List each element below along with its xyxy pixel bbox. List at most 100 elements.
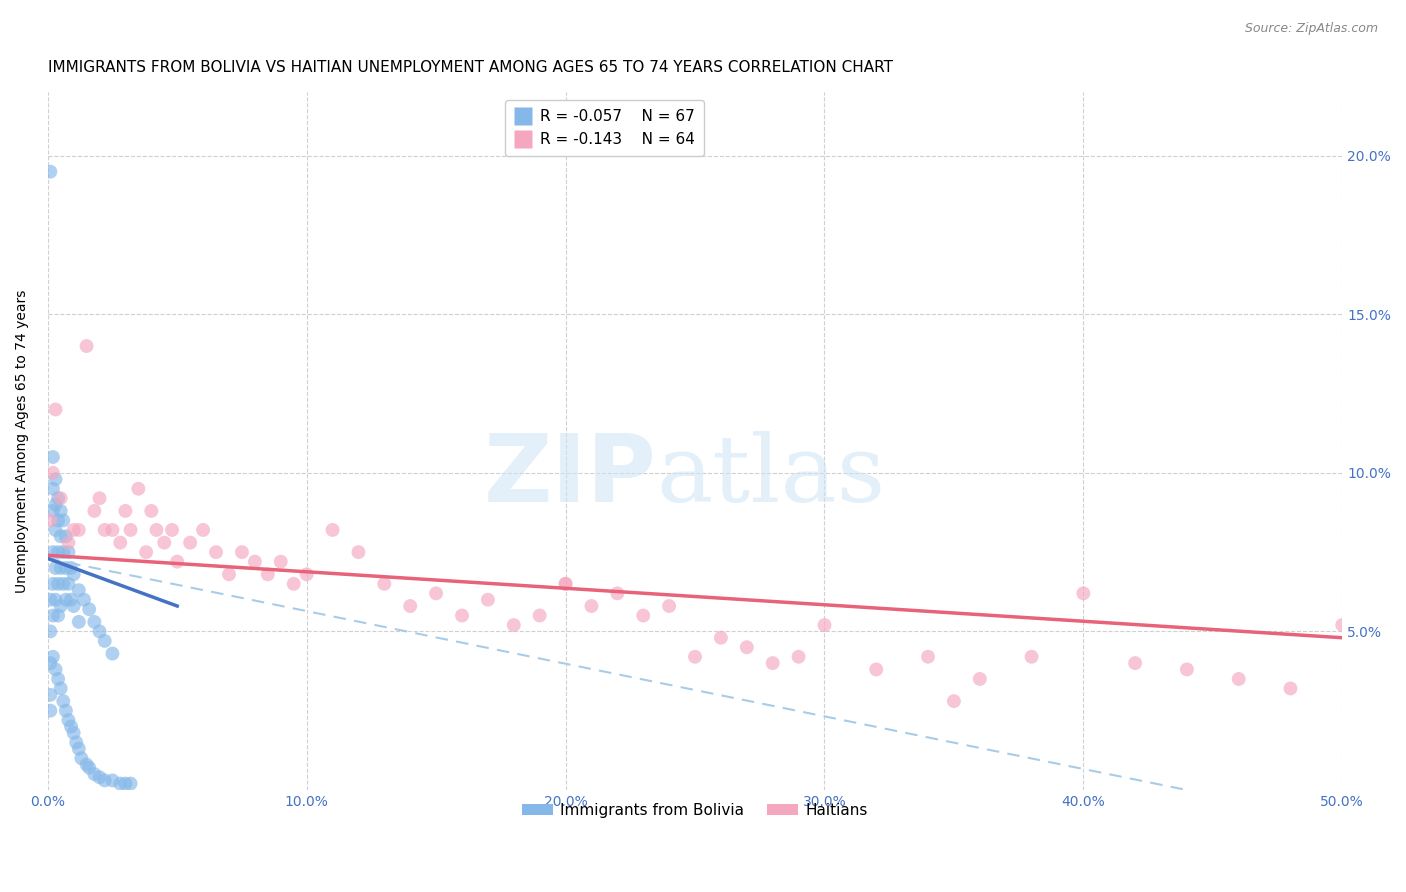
Point bbox=[110, 776, 132, 790]
Point bbox=[205, 545, 228, 559]
Point bbox=[93, 634, 115, 648]
Point bbox=[399, 599, 422, 613]
Point bbox=[813, 618, 835, 632]
Point bbox=[89, 491, 111, 506]
Point bbox=[55, 592, 77, 607]
Point bbox=[373, 577, 395, 591]
Point bbox=[46, 513, 69, 527]
Point bbox=[787, 649, 810, 664]
Point bbox=[191, 523, 214, 537]
Point bbox=[60, 592, 83, 607]
Point bbox=[60, 561, 83, 575]
Point bbox=[49, 599, 72, 613]
Point bbox=[101, 773, 124, 788]
Point bbox=[65, 735, 87, 749]
Point bbox=[49, 504, 72, 518]
Point bbox=[52, 545, 75, 559]
Point bbox=[67, 523, 90, 537]
Point bbox=[70, 751, 93, 765]
Point bbox=[141, 504, 163, 518]
Point bbox=[529, 608, 551, 623]
Point bbox=[135, 545, 157, 559]
Point bbox=[42, 577, 65, 591]
Point bbox=[62, 726, 84, 740]
Point bbox=[44, 472, 66, 486]
Point bbox=[39, 513, 62, 527]
Text: IMMIGRANTS FROM BOLIVIA VS HAITIAN UNEMPLOYMENT AMONG AGES 65 TO 74 YEARS CORREL: IMMIGRANTS FROM BOLIVIA VS HAITIAN UNEMP… bbox=[48, 60, 893, 75]
Point bbox=[451, 608, 474, 623]
Point bbox=[101, 523, 124, 537]
Point bbox=[39, 704, 62, 718]
Point bbox=[46, 577, 69, 591]
Point bbox=[77, 602, 100, 616]
Point bbox=[243, 555, 266, 569]
Point bbox=[110, 535, 132, 549]
Point bbox=[39, 592, 62, 607]
Point bbox=[58, 545, 80, 559]
Point bbox=[166, 555, 188, 569]
Point bbox=[120, 523, 142, 537]
Point bbox=[55, 561, 77, 575]
Point bbox=[42, 482, 65, 496]
Point bbox=[60, 719, 83, 733]
Point bbox=[42, 649, 65, 664]
Point bbox=[58, 535, 80, 549]
Text: Source: ZipAtlas.com: Source: ZipAtlas.com bbox=[1244, 22, 1378, 36]
Point bbox=[49, 491, 72, 506]
Point bbox=[218, 567, 240, 582]
Point bbox=[76, 339, 98, 353]
Point bbox=[52, 694, 75, 708]
Point bbox=[67, 583, 90, 598]
Point bbox=[114, 776, 136, 790]
Point bbox=[52, 577, 75, 591]
Point bbox=[46, 608, 69, 623]
Point bbox=[67, 615, 90, 629]
Point bbox=[49, 681, 72, 696]
Point bbox=[917, 649, 939, 664]
Point bbox=[1331, 618, 1354, 632]
Point bbox=[44, 592, 66, 607]
Point bbox=[62, 523, 84, 537]
Point bbox=[46, 491, 69, 506]
Point bbox=[93, 773, 115, 788]
Point bbox=[865, 662, 887, 676]
Point bbox=[44, 402, 66, 417]
Point bbox=[49, 561, 72, 575]
Point bbox=[77, 761, 100, 775]
Point bbox=[58, 577, 80, 591]
Point bbox=[969, 672, 991, 686]
Point bbox=[554, 577, 576, 591]
Point bbox=[710, 631, 733, 645]
Point bbox=[83, 767, 105, 781]
Point bbox=[89, 770, 111, 784]
Point bbox=[44, 561, 66, 575]
Point bbox=[42, 608, 65, 623]
Point bbox=[1279, 681, 1302, 696]
Point bbox=[762, 656, 785, 670]
Point bbox=[67, 741, 90, 756]
Point bbox=[42, 545, 65, 559]
Point bbox=[283, 577, 305, 591]
Point bbox=[502, 618, 524, 632]
Point bbox=[76, 757, 98, 772]
Point bbox=[93, 523, 115, 537]
Point bbox=[52, 513, 75, 527]
Point bbox=[425, 586, 447, 600]
Point bbox=[39, 688, 62, 702]
Point bbox=[581, 599, 603, 613]
Point bbox=[89, 624, 111, 639]
Point bbox=[42, 450, 65, 464]
Point bbox=[683, 649, 706, 664]
Point bbox=[145, 523, 167, 537]
Point bbox=[44, 498, 66, 512]
Point bbox=[58, 713, 80, 727]
Point bbox=[1175, 662, 1198, 676]
Point bbox=[83, 504, 105, 518]
Point bbox=[270, 555, 292, 569]
Text: ZIP: ZIP bbox=[484, 430, 657, 522]
Text: atlas: atlas bbox=[657, 431, 886, 521]
Point bbox=[42, 466, 65, 480]
Point bbox=[127, 482, 149, 496]
Point bbox=[606, 586, 628, 600]
Point bbox=[83, 615, 105, 629]
